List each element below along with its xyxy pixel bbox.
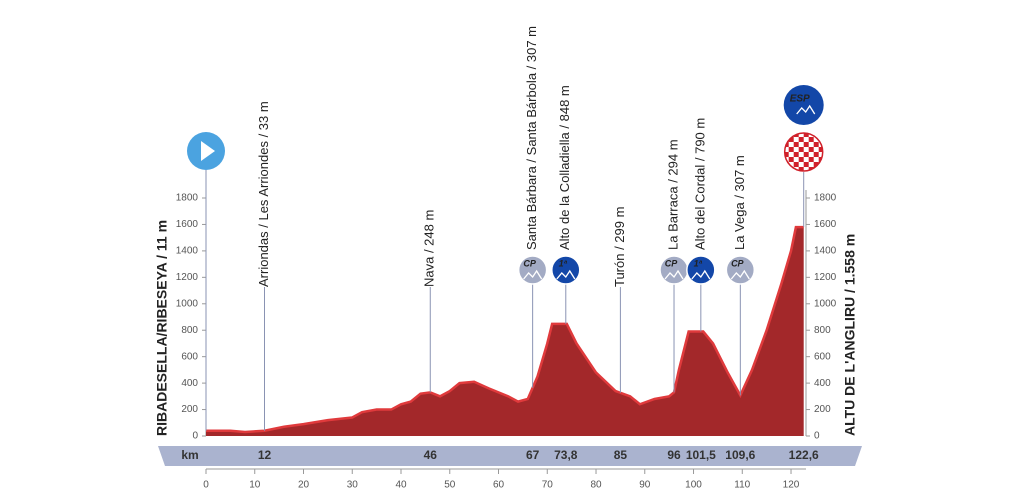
x-tick-label: 70	[542, 480, 554, 491]
flag-square	[818, 167, 823, 171]
flag-square	[798, 147, 804, 152]
y2-tick-label: 1200	[814, 272, 837, 283]
y-tick-label: 1600	[176, 219, 199, 230]
km-band	[158, 446, 862, 466]
poi-label: Alto del Cordal / 790 m	[692, 118, 707, 250]
km-mark-label: 96	[667, 448, 681, 462]
badge-icon	[730, 269, 750, 280]
badge-text: 1ª	[559, 258, 568, 268]
flag-square	[808, 157, 814, 162]
y2-tick-label: 0	[814, 431, 820, 442]
y-tick-label: 1400	[176, 246, 199, 257]
flag-square	[803, 162, 809, 167]
badge-text: CP	[731, 258, 744, 268]
flag-square	[818, 147, 823, 152]
badge-text: CP	[523, 258, 536, 268]
badge-text: CP	[665, 258, 678, 268]
x-tick-label: 80	[590, 480, 602, 491]
x-tick-label: 0	[203, 480, 209, 491]
flag-square	[793, 162, 799, 167]
x-tick-label: 50	[444, 480, 456, 491]
flag-square	[808, 137, 814, 142]
y2-tick-label: 400	[814, 378, 831, 389]
y-tick-label: 1000	[176, 298, 199, 309]
badge-icon	[556, 269, 576, 280]
poi-label: Arriondas / Les Arriondes / 33 m	[256, 101, 271, 287]
y2-tick-label: 800	[814, 325, 831, 336]
flag-square	[803, 133, 809, 137]
poi-label: Turón / 299 m	[612, 207, 627, 287]
flag-square	[788, 157, 794, 162]
flag-ring	[783, 132, 824, 172]
start-label: RIBADESELLA/RIBESEYA / 11 m	[154, 220, 170, 436]
y2-tick-label: 1000	[814, 298, 837, 309]
flag-square	[803, 142, 809, 147]
flag-square	[813, 152, 819, 157]
flag-square	[803, 152, 809, 157]
y-tick-label: 0	[192, 431, 198, 442]
finish-badge	[783, 85, 824, 125]
y-tick-label: 600	[181, 351, 198, 362]
y2-tick-label: 1800	[814, 193, 837, 204]
y-tick-label: 1800	[176, 193, 199, 204]
km-mark-label: 46	[424, 448, 438, 462]
y-tick-label: 400	[181, 378, 198, 389]
km-mark-label: 85	[614, 448, 628, 462]
km-mark-label: 73,8	[554, 448, 578, 462]
flag-square	[798, 167, 804, 171]
badge-text: 1ª	[694, 258, 703, 268]
badge-icon	[664, 269, 684, 280]
x-tick-label: 90	[639, 480, 651, 491]
elevation-edge	[206, 225, 804, 434]
x-tick-label: 120	[783, 480, 800, 491]
poi-label: La Vega / 307 m	[732, 155, 747, 250]
y2-tick-label: 200	[814, 404, 831, 415]
km-mark-label: 12	[258, 448, 272, 462]
flag-squares	[784, 133, 823, 171]
elevation-area	[206, 227, 804, 436]
flag-square	[813, 142, 819, 147]
finish-label: ALTU DE L'ANGLIRU / 1.558 m	[842, 234, 858, 436]
flag-square	[798, 137, 804, 142]
x-tick-label: 30	[347, 480, 359, 491]
flag-square	[798, 157, 804, 162]
y-tick-label: 800	[181, 325, 198, 336]
poi-label: Alto de la Colladiella / 848 m	[557, 85, 572, 250]
x-tick-label: 20	[298, 480, 310, 491]
km-mark-label: 109,6	[725, 448, 755, 462]
y2-tick-label: 1600	[814, 219, 837, 230]
poi-label: Santa Bárbara / Santa Bárbola / 307 m	[524, 26, 539, 250]
x-tick-label: 110	[734, 480, 750, 491]
start-arrow	[201, 141, 215, 161]
x-tick-label: 40	[395, 480, 407, 491]
badge-icon	[796, 104, 816, 115]
flag-square	[793, 152, 799, 157]
y-tick-label: 200	[181, 404, 198, 415]
flag-square	[784, 152, 789, 157]
flag-square	[788, 147, 794, 152]
flag-square	[793, 142, 799, 147]
flag-square	[788, 137, 794, 142]
flag-square	[808, 147, 814, 152]
finish-badge-text: ESP	[790, 94, 810, 105]
checkered-flag	[783, 132, 824, 172]
y2-tick-label: 1400	[814, 246, 837, 257]
y2-tick-label: 600	[814, 351, 831, 362]
x-tick-label: 100	[685, 480, 702, 491]
badge-icon	[691, 269, 711, 280]
y-tick-label: 1200	[176, 272, 199, 283]
km-mark-label: 101,5	[686, 448, 716, 462]
flag-square	[784, 133, 789, 137]
flag-square	[813, 162, 819, 167]
km-label: km	[181, 448, 198, 462]
poi-label: Nava / 248 m	[422, 210, 437, 287]
km-mark-label: 67	[526, 448, 540, 462]
badge-icon	[523, 269, 543, 280]
x-tick-label: 10	[249, 480, 261, 491]
poi-label: La Barraca / 294 m	[665, 139, 680, 250]
km-mark-label: 122,6	[789, 448, 819, 462]
x-tick-label: 60	[493, 480, 505, 491]
